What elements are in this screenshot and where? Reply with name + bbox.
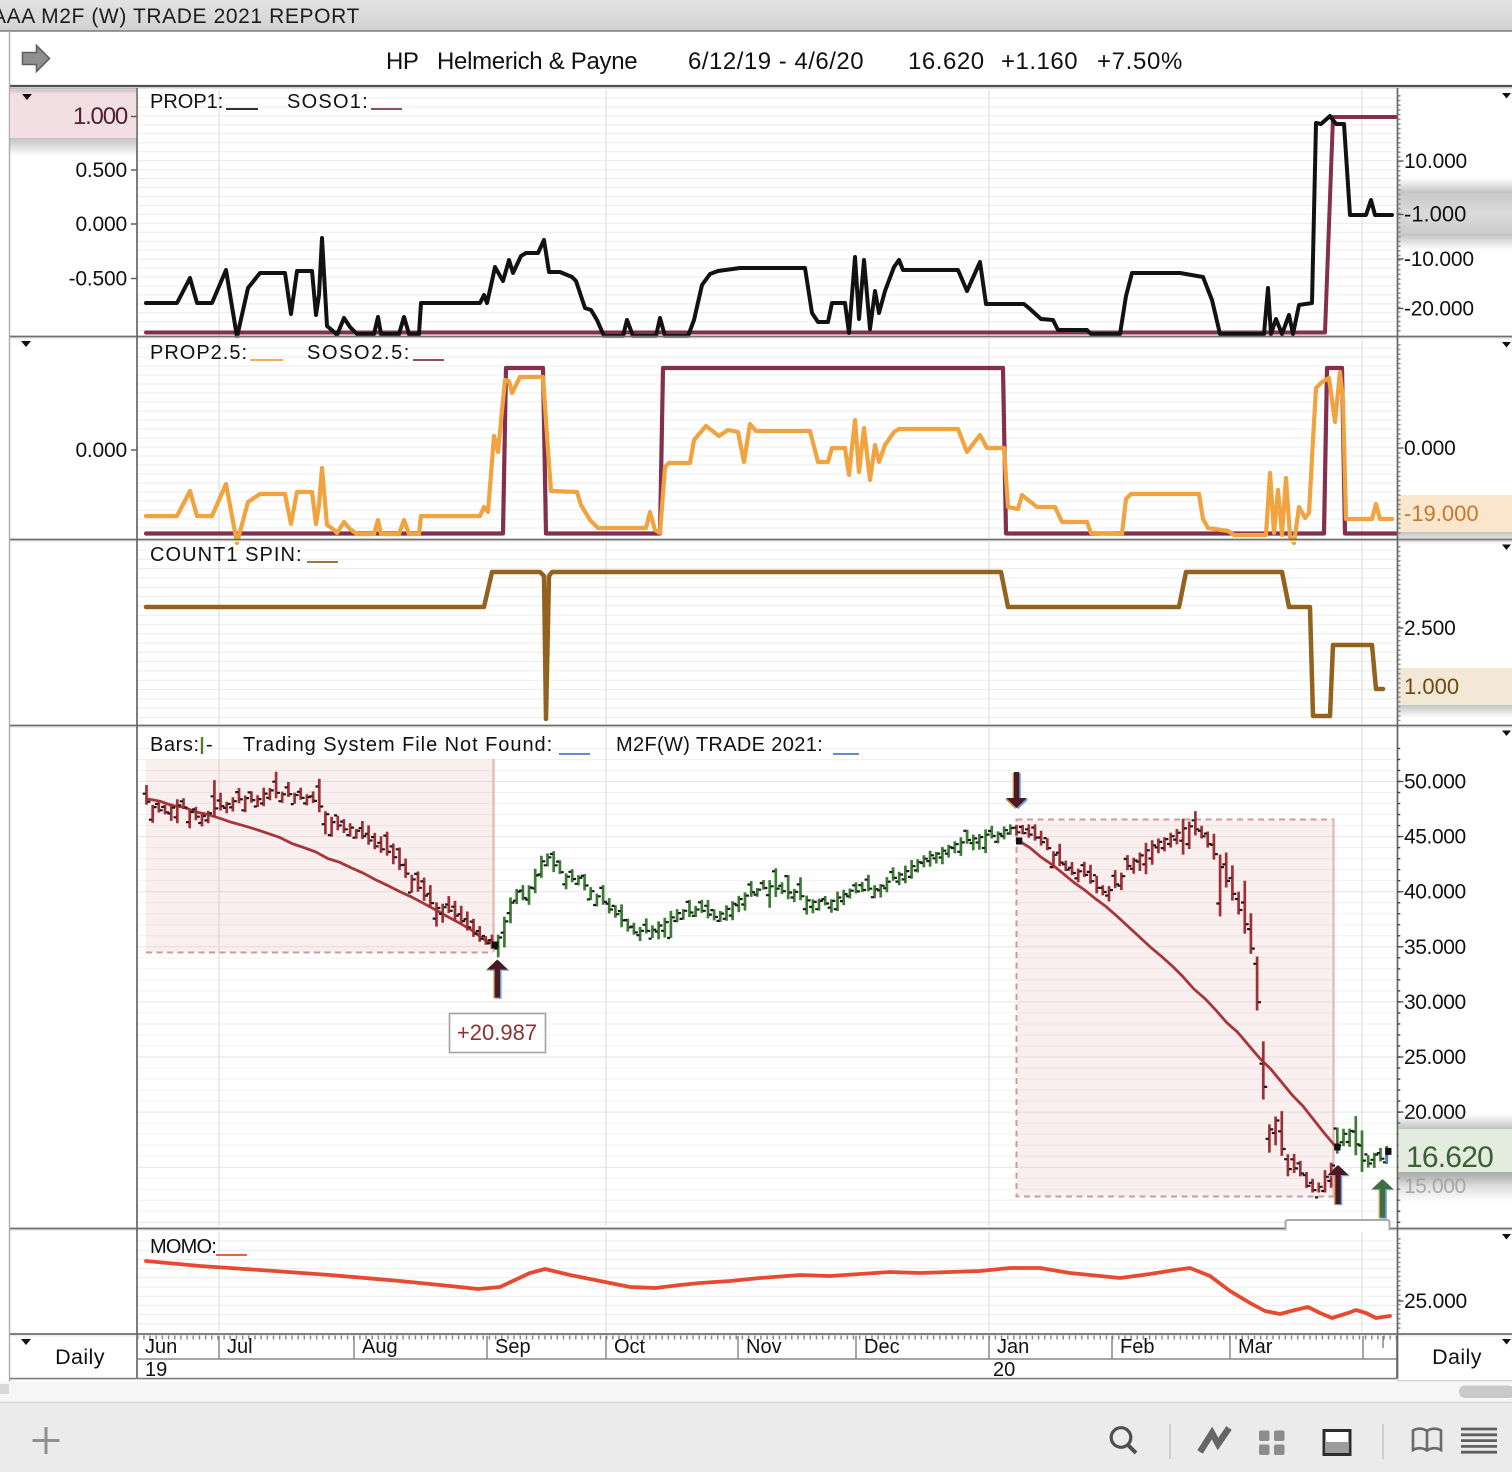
- svg-text:Jan: Jan: [997, 1336, 1029, 1358]
- svg-text:-10.000: -10.000: [1404, 248, 1474, 271]
- svg-text:M2F(W) TRADE 2021:: M2F(W) TRADE 2021:: [616, 734, 823, 756]
- svg-text:Dec: Dec: [864, 1336, 900, 1358]
- svg-text:6/12/19 - 4/6/20: 6/12/19 - 4/6/20: [688, 48, 864, 75]
- svg-text:30.000: 30.000: [1404, 991, 1466, 1014]
- svg-text:16.620: 16.620: [908, 48, 985, 75]
- svg-text:50.000: 50.000: [1404, 771, 1466, 794]
- svg-text:+1.160: +1.160: [1001, 48, 1078, 75]
- svg-text:Feb: Feb: [1120, 1336, 1154, 1358]
- svg-text:Mar: Mar: [1238, 1336, 1273, 1358]
- svg-text:35.000: 35.000: [1404, 936, 1466, 959]
- svg-text:Daily: Daily: [55, 1345, 105, 1369]
- svg-text:Oct: Oct: [614, 1336, 646, 1358]
- svg-text:MOMO:: MOMO:: [150, 1236, 216, 1258]
- svg-text:SOSO1:: SOSO1:: [287, 91, 369, 113]
- svg-text:16.620: 16.620: [1406, 1141, 1493, 1174]
- svg-text:0.000: 0.000: [1404, 437, 1456, 460]
- svg-text:Trading System File Not Found:: Trading System File Not Found:: [243, 734, 553, 756]
- svg-text:Bars:: Bars:: [150, 734, 200, 756]
- svg-text:25.000: 25.000: [1404, 1046, 1466, 1069]
- svg-text:2.500: 2.500: [1404, 617, 1456, 640]
- svg-text:COUNT1 SPIN:: COUNT1 SPIN:: [150, 544, 303, 566]
- svg-text:1.000: 1.000: [73, 103, 128, 130]
- svg-text:-: -: [206, 734, 213, 756]
- svg-text:-1.000: -1.000: [1404, 202, 1466, 227]
- svg-text:40.000: 40.000: [1404, 881, 1466, 904]
- svg-text:0.000: 0.000: [75, 213, 127, 236]
- svg-text:19: 19: [145, 1359, 167, 1381]
- svg-text:45.000: 45.000: [1404, 826, 1466, 849]
- svg-text:1.000: 1.000: [1404, 674, 1459, 699]
- svg-text:-20.000: -20.000: [1404, 298, 1474, 321]
- svg-text:Sep: Sep: [495, 1336, 531, 1358]
- svg-text:+20.987: +20.987: [457, 1020, 537, 1045]
- svg-text:PROP2.5:: PROP2.5:: [150, 342, 248, 364]
- svg-text:Nov: Nov: [746, 1336, 782, 1358]
- svg-text:HP: HP: [386, 48, 419, 75]
- svg-text:10.000: 10.000: [1404, 150, 1467, 173]
- svg-text:-0.500: -0.500: [69, 268, 127, 291]
- svg-text:Aug: Aug: [362, 1336, 398, 1358]
- svg-text:PROP1:: PROP1:: [150, 91, 223, 113]
- svg-text:Helmerich & Payne: Helmerich & Payne: [437, 48, 637, 75]
- svg-text:0.000: 0.000: [75, 439, 127, 462]
- svg-text:AAA M2F (W) TRADE 2021 REPORT: AAA M2F (W) TRADE 2021 REPORT: [0, 5, 360, 28]
- svg-text:20: 20: [993, 1359, 1015, 1381]
- svg-text:25.000: 25.000: [1404, 1290, 1467, 1313]
- svg-text:+7.50%: +7.50%: [1097, 48, 1183, 75]
- svg-text:Jul: Jul: [227, 1336, 253, 1358]
- svg-text:-19.000: -19.000: [1404, 501, 1479, 526]
- svg-text:Daily: Daily: [1432, 1345, 1482, 1369]
- svg-text:SOSO2.5:: SOSO2.5:: [307, 342, 411, 364]
- svg-text:Jun: Jun: [145, 1336, 177, 1358]
- svg-text:0.500: 0.500: [75, 159, 127, 182]
